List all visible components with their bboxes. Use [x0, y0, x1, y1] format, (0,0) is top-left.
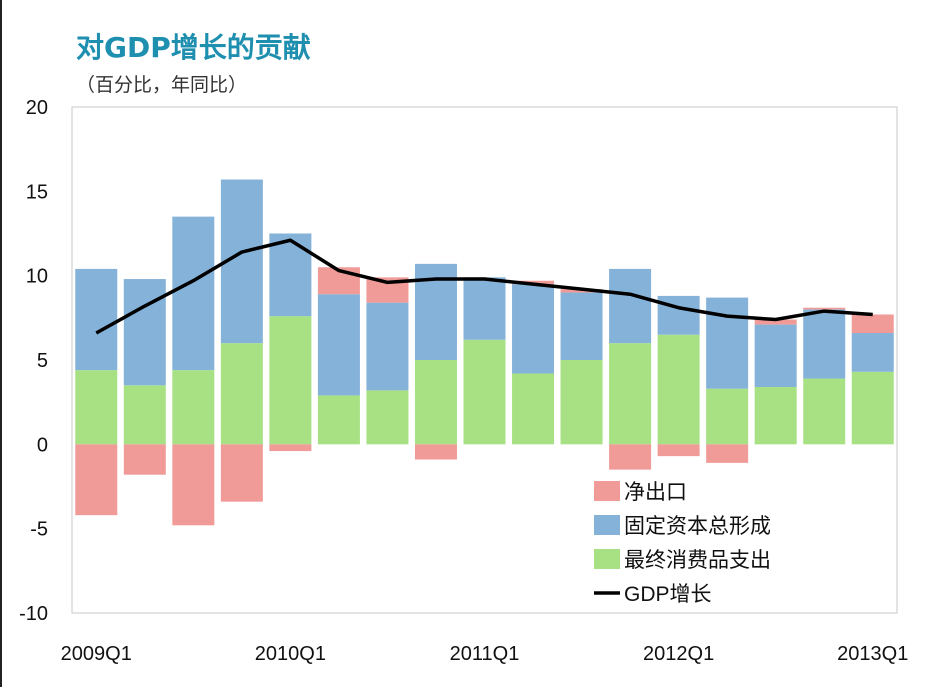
bar-net-exports-2009Q4 [220, 444, 263, 502]
legend-swatch [594, 481, 620, 501]
x-tick-label: 2012Q1 [643, 643, 714, 665]
bar-net-exports-2012Q2 [706, 444, 749, 463]
x-tick-label: 2010Q1 [255, 643, 326, 665]
chart-subtitle: （百分比，年同比） [76, 74, 248, 96]
y-tick-label: -10 [19, 603, 48, 625]
bar-investment-2009Q2 [123, 279, 166, 386]
bar-consumption-2012Q3 [754, 386, 797, 445]
y-tick-label: -5 [30, 519, 48, 541]
bar-consumption-2010Q4 [414, 360, 457, 445]
bar-investment-2009Q3 [172, 216, 215, 371]
bar-net-exports-2011Q4 [609, 444, 652, 470]
bar-net-exports-2009Q2 [123, 444, 166, 475]
bar-investment-2009Q1 [75, 268, 118, 371]
bar-consumption-2010Q2 [317, 395, 360, 445]
bar-investment-2010Q1 [269, 233, 312, 317]
y-tick-label: 10 [26, 266, 48, 288]
bar-consumption-2012Q2 [706, 388, 749, 445]
bar-net-exports-2013Q1 [851, 314, 894, 334]
bar-net-exports-2012Q1 [657, 444, 700, 457]
bar-net-exports-2012Q3 [754, 319, 797, 325]
bar-consumption-2009Q4 [220, 343, 263, 445]
legend-label: 最终消费品支出 [624, 549, 771, 572]
bar-investment-2013Q1 [851, 333, 894, 372]
y-tick-label: 15 [26, 181, 48, 203]
bar-investment-2012Q3 [754, 324, 797, 387]
bar-net-exports-2009Q3 [172, 444, 215, 526]
bar-investment-2010Q2 [317, 294, 360, 396]
bar-investment-2011Q4 [609, 268, 652, 344]
bar-consumption-2013Q1 [851, 371, 894, 445]
bar-consumption-2012Q4 [803, 378, 846, 445]
legend-label: 净出口 [624, 481, 687, 504]
bar-investment-2012Q1 [657, 295, 700, 335]
y-tick-label: 5 [37, 350, 48, 372]
bar-consumption-2012Q1 [657, 334, 700, 445]
bar-net-exports-2010Q4 [414, 444, 457, 460]
bar-net-exports-2010Q1 [269, 444, 312, 452]
bar-consumption-2010Q3 [366, 390, 409, 445]
legend-label: 固定资本总形成 [624, 515, 771, 538]
bar-consumption-2011Q4 [609, 343, 652, 445]
bar-consumption-2009Q3 [172, 370, 215, 445]
bar-net-exports-2009Q1 [75, 444, 118, 516]
bar-consumption-2010Q1 [269, 316, 312, 445]
x-tick-label: 2009Q1 [61, 643, 132, 665]
plot-area [71, 106, 898, 614]
bar-investment-2011Q2 [512, 284, 555, 374]
bar-consumption-2011Q2 [512, 373, 555, 445]
bar-net-exports-2012Q4 [803, 307, 846, 310]
legend-label: GDP增长 [624, 583, 712, 606]
legend-swatch [594, 515, 620, 535]
y-tick-label: 20 [26, 97, 48, 119]
legend-swatch [594, 549, 620, 569]
bar-investment-2011Q1 [463, 277, 506, 340]
chart-title: 对GDP增长的贡献 [76, 31, 311, 64]
bar-investment-2010Q3 [366, 302, 409, 391]
bar-consumption-2009Q1 [75, 370, 118, 445]
bar-investment-2012Q2 [706, 297, 749, 389]
bar-consumption-2011Q1 [463, 339, 506, 445]
bar-investment-2011Q3 [560, 292, 603, 360]
x-tick-label: 2011Q1 [450, 643, 520, 665]
x-tick-label: 2013Q1 [837, 643, 908, 665]
bar-consumption-2009Q2 [123, 385, 166, 445]
y-tick-label: 0 [37, 434, 48, 456]
bar-investment-2012Q4 [803, 309, 846, 379]
bar-consumption-2011Q3 [560, 360, 603, 445]
